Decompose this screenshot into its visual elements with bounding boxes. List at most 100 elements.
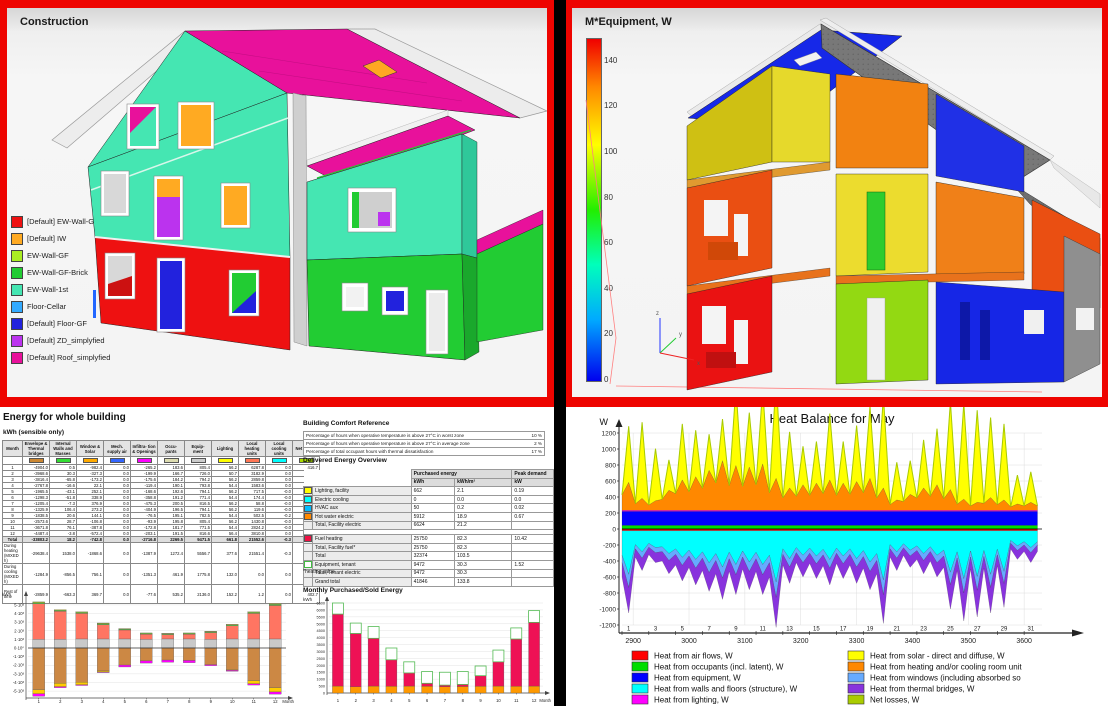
- window: [177, 101, 215, 150]
- legend-swatch: [11, 266, 23, 279]
- legend-item: EW-Wall-GF: [11, 247, 110, 264]
- bar-segment: [474, 665, 487, 677]
- legend-swatch: [11, 283, 23, 296]
- tick-label: 400: [605, 495, 616, 502]
- window: [104, 252, 136, 300]
- tick-label: 3: [654, 627, 658, 633]
- tick-label: 7: [444, 698, 447, 703]
- heat-balance-panel: Heat Balance for May W -1200 -1000 -800 -600 -…: [566, 407, 1108, 706]
- bar-segment: [226, 625, 239, 640]
- tick-label: 11: [760, 627, 767, 633]
- bar-segment: [385, 686, 398, 694]
- legend-item: [Default] EW-Wall-GF: [11, 213, 110, 230]
- bar-segment: [32, 689, 45, 694]
- table-row: During cooling (MIXED h) -1284.9 -856.5 756…: [2, 563, 320, 586]
- table-row: Lighting, facility 662 2.1 0.19: [303, 486, 554, 496]
- bar-segment: [367, 685, 380, 694]
- tick-label: 200: [605, 511, 616, 518]
- tick-label: 2000: [317, 664, 325, 668]
- bar-segment: [247, 612, 260, 614]
- bar-segment: [118, 647, 131, 666]
- header-row: Purchased energy Peak demand: [303, 469, 554, 479]
- bounding-wire: [615, 385, 1043, 393]
- tick-label: 25: [947, 627, 954, 633]
- bar-segment: [54, 639, 67, 649]
- tick-label: 12: [532, 698, 537, 703]
- tick-label: 800: [605, 463, 616, 470]
- column-header: Lighting: [211, 439, 239, 458]
- tick-label: 3600: [1016, 638, 1032, 645]
- bar-segment: [183, 660, 196, 663]
- table-row: [303, 529, 554, 536]
- window: [100, 170, 130, 217]
- tick-label: 1200: [602, 431, 617, 438]
- legend-swatch: [847, 661, 865, 672]
- roof-overhang-right: [1049, 159, 1101, 209]
- window: [347, 187, 397, 233]
- energy-subtitle: kWh (sensible only): [3, 429, 65, 436]
- green-door: [866, 191, 886, 271]
- tick-label: 1000: [602, 447, 617, 454]
- tick-label: Heat from occupants (incl. latent), W: [654, 663, 784, 672]
- roof-vent: [793, 51, 823, 67]
- row-swatch: [304, 561, 312, 569]
- energy-report-panel: Energy for whole building kWh (sensible …: [0, 407, 554, 706]
- wall-inset: [708, 242, 738, 260]
- table-row: During heating (MIXED h) -29638.4 1538.0 -1…: [2, 541, 320, 565]
- room-attic-center: [835, 73, 929, 169]
- bar-segment: [97, 622, 110, 624]
- colorbar-tick: 80: [604, 192, 613, 202]
- bar-segment: [385, 659, 398, 687]
- window: [126, 103, 160, 150]
- tick-label: 2·10³: [14, 628, 24, 633]
- table-row: Total, Tenant electric 9472 30.3: [303, 568, 554, 579]
- axis-label-x: x: [697, 361, 700, 367]
- bar-segment: [474, 675, 487, 687]
- equipment-panel: M*Equipment, W 140 120 100 80 60 40 20 0: [566, 0, 1108, 407]
- wall-opening: [1076, 308, 1094, 330]
- legend-label: [Default] Roof_simplyfied: [27, 353, 111, 362]
- tick-label: 9: [210, 699, 213, 704]
- tick-label: 3: [372, 698, 375, 703]
- tick-label: 5: [681, 627, 685, 633]
- row-swatch: [304, 487, 312, 495]
- column-swatch: [190, 457, 206, 464]
- column-header: Local heating units: [238, 439, 266, 458]
- bar-segment: [247, 638, 260, 649]
- column-swatch: [163, 457, 179, 464]
- bar-segment: [247, 680, 260, 684]
- wall-inset: [706, 352, 736, 368]
- legend-item: EW-Wall-1st: [11, 281, 110, 298]
- tick-label: 3200: [793, 638, 809, 645]
- column-swatch: [82, 457, 98, 464]
- tick-label: -800: [603, 591, 616, 598]
- tick-label: 3500: [960, 638, 976, 645]
- tick-label: 3000: [317, 650, 325, 654]
- tick-label: 4·10³: [14, 611, 24, 616]
- table-row: Equipment, tenant 9472 30.3 1.52: [303, 559, 554, 570]
- bar-segment: [54, 647, 67, 684]
- bar-segment: [204, 647, 217, 665]
- area-layer: [621, 510, 1038, 512]
- bar-segment: [32, 601, 45, 603]
- tick-label: -200: [603, 543, 616, 550]
- tick-label: Heat from equipment, W: [654, 674, 741, 683]
- legend-swatch: [631, 672, 649, 683]
- bar-segment: [118, 629, 131, 640]
- equipment-3d-view[interactable]: z y x: [572, 8, 1102, 397]
- chart: kWh 0 500 1000 1500 2000 2500 3000 3500 4000 4500 5…: [303, 597, 552, 703]
- construction-3d-view[interactable]: [7, 8, 547, 397]
- tick-label: -600: [603, 575, 616, 582]
- bar-segment: [204, 632, 217, 640]
- bar-segment: [32, 602, 45, 604]
- tick-label: 10: [496, 698, 501, 703]
- bar-segment: [367, 638, 380, 687]
- room-attic-right: [935, 93, 1025, 193]
- entry-door: [156, 257, 186, 333]
- table-row: 10 -2573.6 28.7 -106.8 0.0 -93.9 195.8 805.4 56.…: [2, 517, 320, 525]
- bar-segment: [54, 611, 67, 640]
- annex-door: [425, 289, 449, 355]
- column-header: Month: [2, 439, 23, 458]
- window: [220, 182, 251, 229]
